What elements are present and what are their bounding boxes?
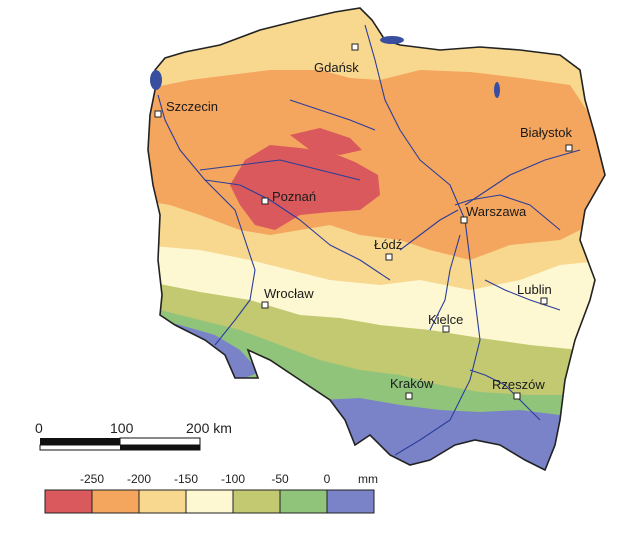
scale-label-100: 100 <box>110 420 134 436</box>
legend-swatch <box>138 489 187 514</box>
legend: -250 -200 -150 -100 -50 0 mm <box>44 472 378 514</box>
legend-swatch <box>185 489 234 514</box>
szczecin-lagoon <box>150 70 162 90</box>
city-label-lublin: Lublin <box>517 282 552 297</box>
legend-tick-label: -150 <box>174 472 198 486</box>
city-gdansk: Gdańsk <box>314 43 359 75</box>
city-label-krakow: Kraków <box>390 376 434 391</box>
legend-swatch <box>232 489 281 514</box>
river-noteć <box>199 159 361 181</box>
poland-territory <box>147 7 606 472</box>
legend-tick-label: -200 <box>127 472 151 486</box>
river-oder <box>157 94 256 346</box>
city-krakow: Kraków <box>390 376 434 400</box>
legend-unit: mm <box>358 472 378 486</box>
legend-swatch <box>44 489 93 514</box>
scale-bar: 0 100 200 km <box>35 420 232 451</box>
legend-swatch <box>91 489 140 514</box>
legend-tick-label: -250 <box>80 472 104 486</box>
city-label-rzeszow: Rzeszów <box>492 377 545 392</box>
river-pilica <box>429 234 461 331</box>
legend-tick-label: -50 <box>271 472 289 486</box>
city-label-poznan: Poznań <box>272 189 316 204</box>
river-bug <box>454 194 561 231</box>
city-rzeszow: Rzeszów <box>492 377 545 400</box>
city-label-wroclaw: Wrocław <box>264 286 314 301</box>
city-szczecin: Szczecin <box>154 99 218 118</box>
river-wieprz <box>484 279 561 311</box>
city-warszawa: Warszawa <box>460 204 527 224</box>
zone-minus-250 <box>230 145 380 230</box>
city-lublin: Lublin <box>517 282 552 305</box>
vistula-lagoon <box>380 36 404 44</box>
river-san <box>469 369 541 421</box>
river-bzura <box>399 209 459 251</box>
city-kielce: Kielce <box>428 312 463 333</box>
river-warta <box>204 179 391 281</box>
legend-swatch <box>326 489 375 514</box>
city-poznan: Poznań <box>261 189 316 205</box>
city-label-gdansk: Gdańsk <box>314 60 359 75</box>
river-narew <box>464 149 581 206</box>
scale-label-0: 0 <box>35 420 43 436</box>
mazurian-lake <box>494 82 500 98</box>
city-markers: Gdańsk Szczecin Białystok Poznań Warszaw… <box>154 43 573 400</box>
river-vistula <box>364 24 481 456</box>
zone-minus-250-north <box>290 128 362 155</box>
legend-swatch <box>279 489 328 514</box>
city-label-bialystok: Białystok <box>520 125 573 140</box>
scale-label-200: 200 km <box>186 420 232 436</box>
lakes <box>150 36 500 98</box>
city-bialystok: Białystok <box>520 125 573 152</box>
city-wroclaw: Wrocław <box>261 286 314 309</box>
scale-segment-light <box>119 437 201 446</box>
city-lodz: Łódź <box>374 237 402 261</box>
city-label-warszawa: Warszawa <box>466 204 527 219</box>
city-label-lodz: Łódź <box>374 237 402 252</box>
legend-tick-label: -100 <box>221 472 245 486</box>
rivers <box>157 24 581 456</box>
river-notec-east <box>289 99 376 131</box>
city-label-szczecin: Szczecin <box>166 99 218 114</box>
city-label-kielce: Kielce <box>428 312 463 327</box>
scale-segment-dark <box>40 438 120 445</box>
legend-tick-label: 0 <box>324 472 331 486</box>
